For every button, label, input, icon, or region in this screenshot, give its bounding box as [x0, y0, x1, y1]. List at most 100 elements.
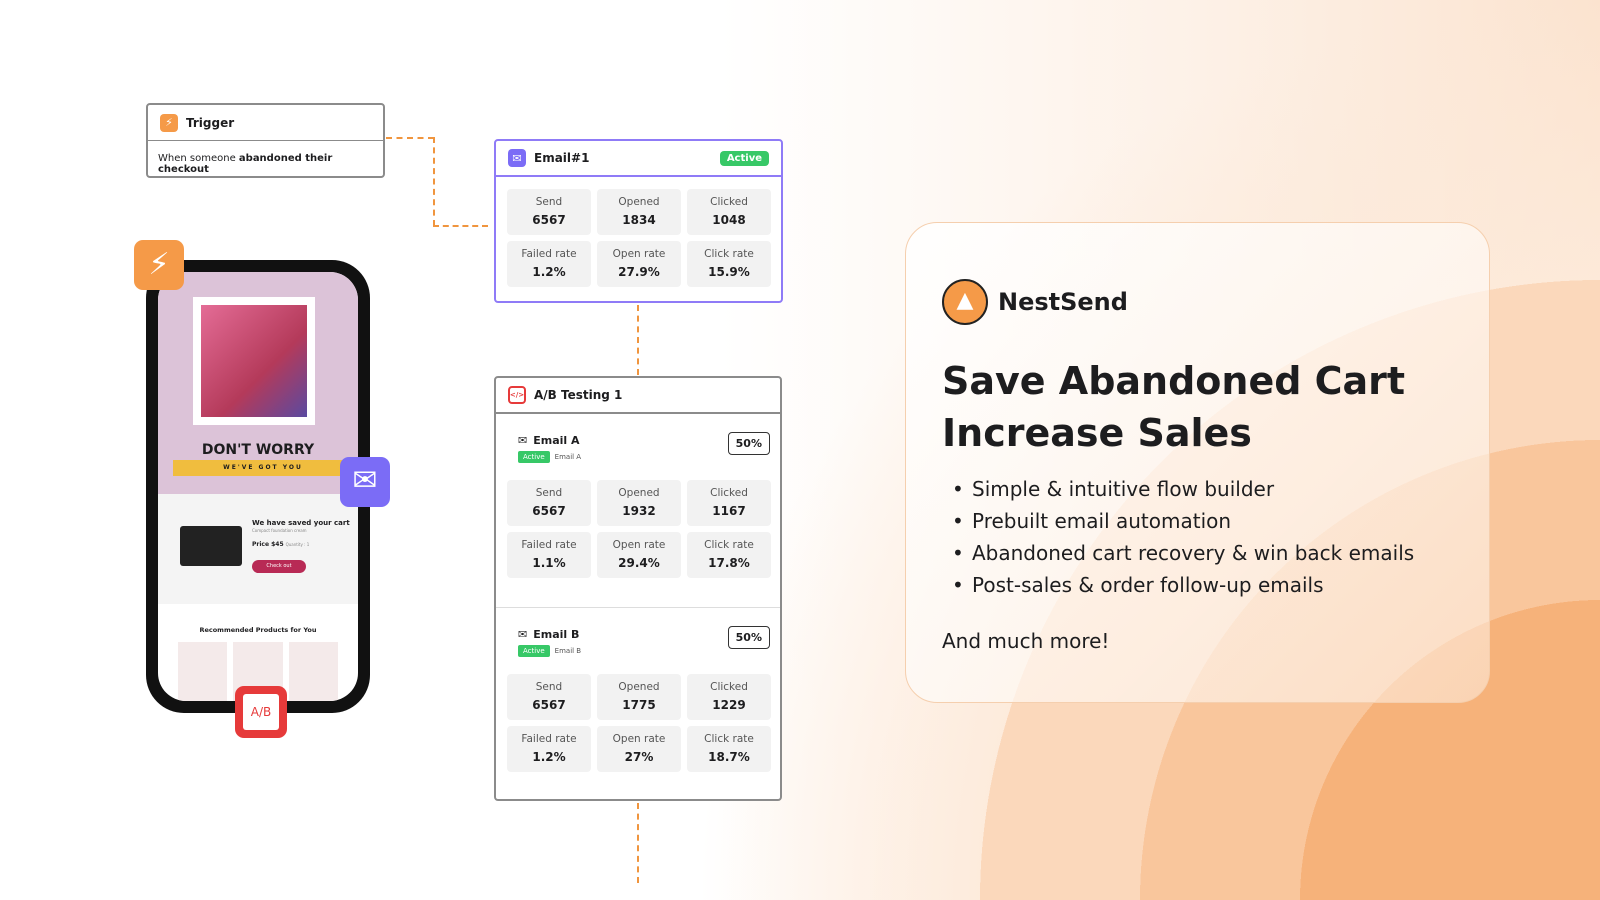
variant-a[interactable]: ✉ Email A Active Email A 50% Send 6567 Opene… [496, 414, 780, 608]
stat-value: 1.2% [532, 750, 566, 764]
stat-cell: Click rate 15.9% [687, 241, 771, 287]
stat-label: Click rate [704, 248, 754, 260]
variant-name: Email A [533, 434, 580, 447]
variant-header: ✉ Email A [496, 434, 780, 447]
stat-value: 15.9% [708, 265, 750, 279]
stat-label: Send [535, 487, 563, 499]
variant-header: ✉ Email B [496, 628, 780, 641]
split-percentage[interactable]: 50% [727, 626, 770, 649]
variant-sub: Email A [554, 453, 582, 461]
stat-cell: Open rate 27% [597, 726, 681, 772]
ab-icon: </> [508, 386, 526, 404]
stat-value: 6567 [532, 213, 566, 227]
trigger-description: When someone abandoned their checkout [148, 141, 383, 187]
feature-item: Simple & intuitive flow builder [942, 477, 1414, 501]
email-title: Email#1 [534, 151, 590, 165]
stat-cell: Clicked 1048 [687, 189, 771, 235]
stat-label: Open rate [612, 539, 666, 551]
stat-cell: Open rate 29.4% [597, 532, 681, 578]
stat-value: 1.1% [532, 556, 566, 570]
stat-value: 1229 [712, 698, 746, 712]
lightning-icon: ⚡ [160, 113, 178, 132]
ab-title: A/B Testing 1 [534, 388, 623, 402]
stat-cell: Failed rate 1.2% [507, 241, 591, 287]
marketing-panel: ▲ NestSend Save Abandoned Cart Increase … [905, 222, 1490, 703]
trigger-text-bold: abandoned their checkout [158, 153, 333, 175]
trigger-title: Trigger [186, 115, 235, 130]
product-image [180, 526, 242, 566]
feature-item: Post-sales & order follow-up emails [942, 573, 1414, 597]
stat-label: Send [535, 196, 563, 208]
status-badge: Active [518, 645, 550, 657]
tagline: WE'VE GOT YOU [173, 460, 353, 476]
stat-label: Opened [618, 196, 660, 208]
stat-cell: Opened 1775 [597, 674, 681, 720]
stat-value: 18.7% [708, 750, 750, 764]
stat-label: Open rate [612, 248, 666, 260]
stat-label: Opened [618, 681, 660, 693]
email-node[interactable]: ✉ Email#1 Active Send 6567 Opened 1834 Clicked… [494, 139, 783, 303]
ab-testing-node[interactable]: </> A/B Testing 1 ✉ Email A Active Email A … [494, 376, 782, 801]
stat-value: 27.9% [618, 265, 660, 279]
stat-label: Clicked [710, 681, 748, 693]
envelope-icon: ✉ [518, 628, 528, 641]
stat-label: Click rate [704, 539, 754, 551]
more-text: And much more! [942, 629, 1110, 653]
email-hero: DON'T WORRY WE'VE GOT YOU [158, 272, 358, 494]
stat-value: 1932 [622, 504, 656, 518]
recommended-title: Recommended Products for You [199, 626, 317, 634]
stat-label: Failed rate [521, 248, 577, 260]
stat-label: Opened [618, 487, 660, 499]
stat-value: 17.8% [708, 556, 750, 570]
nestsend-logo: ▲ [942, 279, 988, 325]
split-percentage[interactable]: 50% [727, 432, 770, 455]
cart-section: We have saved your cart Compact foundati… [158, 494, 358, 604]
stat-value: 29.4% [618, 556, 660, 570]
hero-title: Save Abandoned Cart Increase Sales [942, 355, 1405, 459]
variant-status: Active Email B [496, 645, 780, 657]
hero-photo [193, 297, 315, 425]
stat-cell: Send 6567 [507, 189, 591, 235]
quantity: Quantity : 1 [285, 542, 310, 547]
brand: ▲ NestSend [942, 279, 1128, 325]
stat-cell: Failed rate 1.1% [507, 532, 591, 578]
price-row: Price $45 Quantity : 1 [252, 541, 309, 548]
stat-cell: Clicked 1229 [687, 674, 771, 720]
trigger-text: When someone [158, 153, 239, 164]
lightning-icon: ⚡ [134, 240, 184, 290]
stat-label: Clicked [710, 196, 748, 208]
stat-cell: Clicked 1167 [687, 480, 771, 526]
stat-value: 1775 [622, 698, 656, 712]
connector [433, 137, 435, 226]
stat-cell: Click rate 17.8% [687, 532, 771, 578]
stat-label: Open rate [612, 733, 666, 745]
feature-item: Abandoned cart recovery & win back email… [942, 541, 1414, 565]
stat-label: Send [535, 681, 563, 693]
variant-b[interactable]: ✉ Email B Active Email B 50% Send 6567 Opene… [496, 608, 780, 802]
hero-line-1: Save Abandoned Cart [942, 359, 1406, 403]
stat-cell: Opened 1932 [597, 480, 681, 526]
feature-list: Simple & intuitive flow builder Prebuilt … [942, 477, 1414, 605]
stat-value: 6567 [532, 504, 566, 518]
stat-value: 27% [624, 750, 654, 764]
connector [433, 225, 488, 227]
phone-mockup: DON'T WORRY WE'VE GOT YOU We have saved … [146, 260, 370, 713]
stat-value: 1834 [622, 213, 656, 227]
status-badge: Active [719, 150, 769, 166]
variant-sub: Email B [554, 647, 582, 655]
stat-cell: Click rate 18.7% [687, 726, 771, 772]
stat-cell: Open rate 27.9% [597, 241, 681, 287]
variant-name: Email B [533, 628, 580, 641]
stat-cell: Send 6567 [507, 674, 591, 720]
connector [386, 137, 434, 139]
stat-cell: Failed rate 1.2% [507, 726, 591, 772]
stat-value: 6567 [532, 698, 566, 712]
connector [637, 305, 639, 375]
stat-label: Click rate [704, 733, 754, 745]
cart-subtitle: Compact foundation cream [252, 528, 307, 533]
product-row [158, 634, 358, 701]
feature-item: Prebuilt email automation [942, 509, 1414, 533]
trigger-node[interactable]: ⚡ Trigger When someone abandoned their ch… [146, 103, 385, 178]
checkout-button[interactable]: Check out [252, 560, 306, 573]
stat-cell: Opened 1834 [597, 189, 681, 235]
